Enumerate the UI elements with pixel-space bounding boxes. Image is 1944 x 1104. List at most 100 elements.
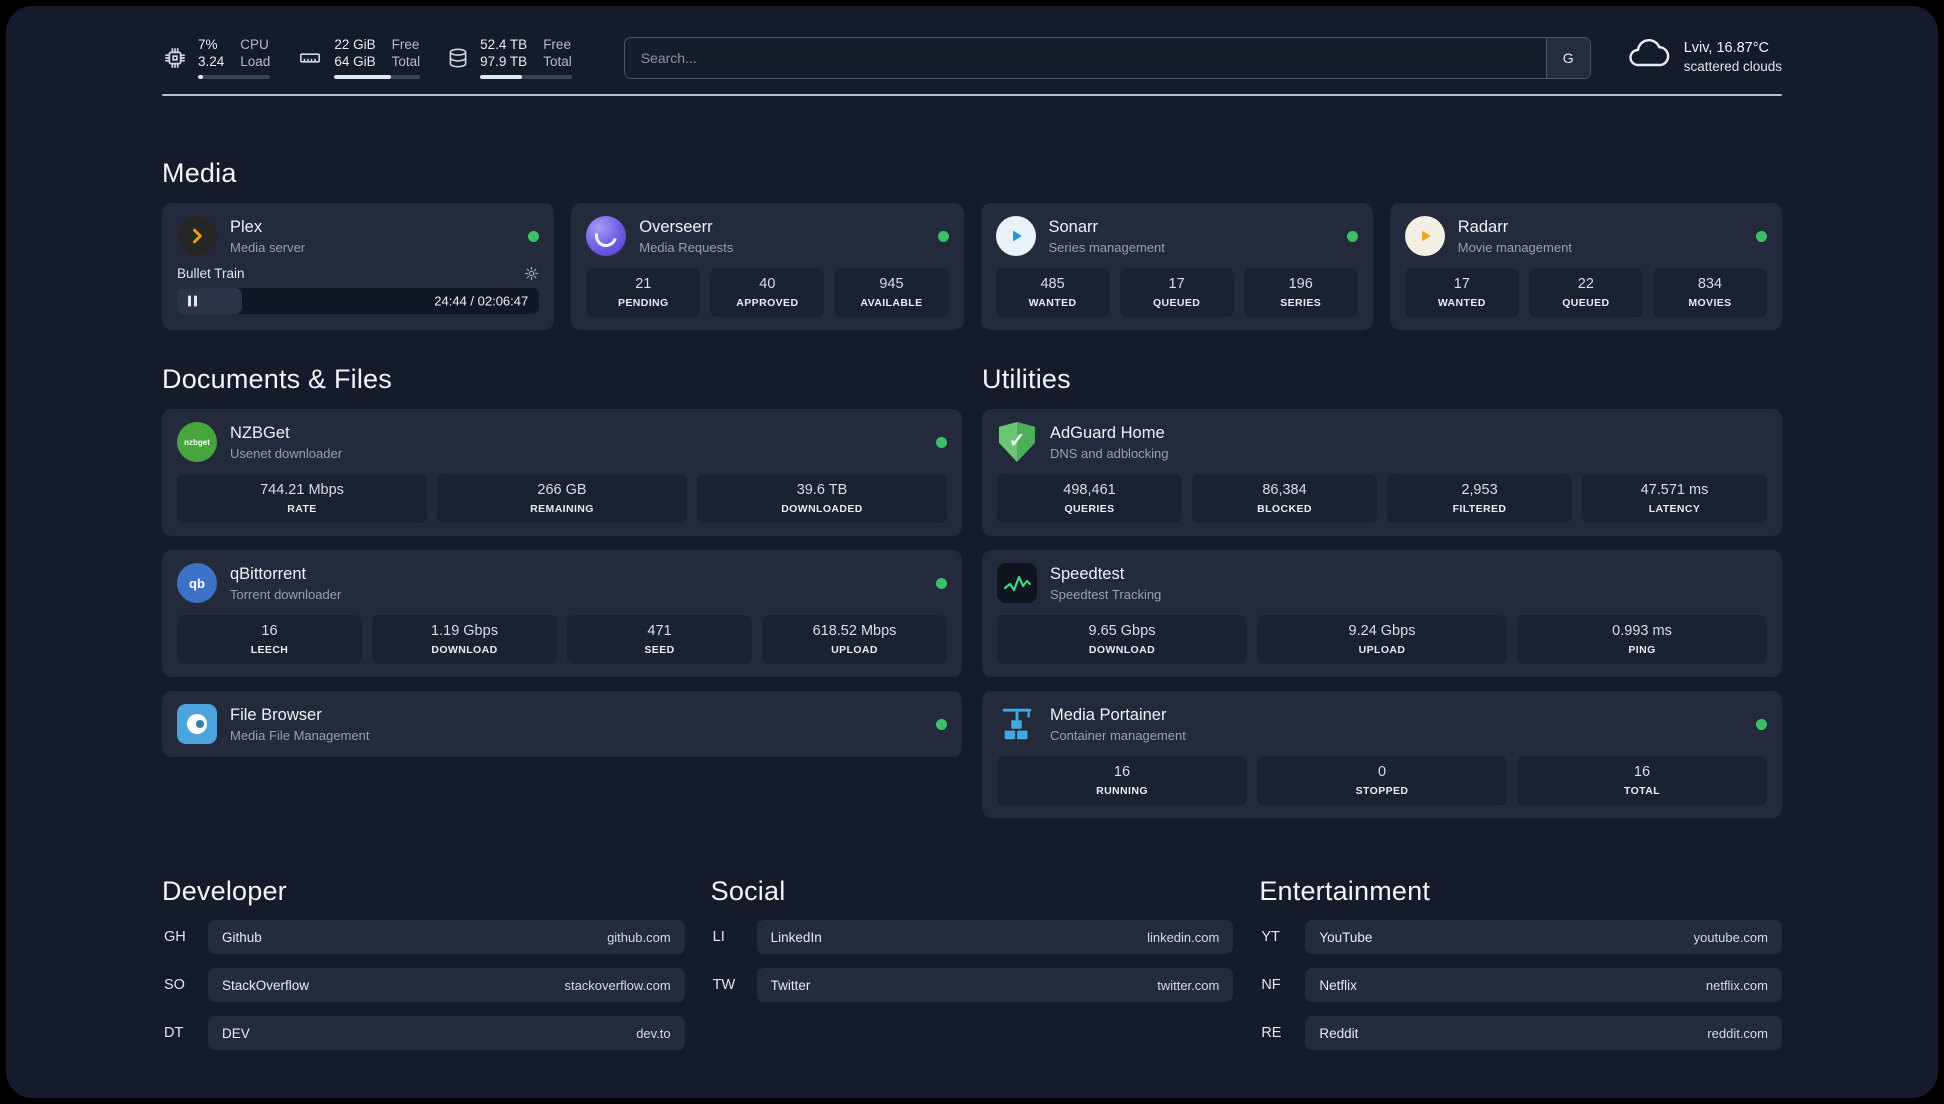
section-title-documents: Documents & Files	[162, 364, 392, 394]
search-bar: G	[623, 36, 1591, 79]
stat-label: WANTED	[1028, 297, 1077, 309]
app-card-overseerr[interactable]: Overseerr Media Requests 21 PENDING 40 A…	[571, 203, 964, 330]
memory-usage-bar	[334, 75, 421, 79]
bookmark-abbrev: NF	[1261, 977, 1281, 993]
app-subtitle: Media File Management	[230, 727, 370, 743]
app-card-adguard[interactable]: ✓ AdGuard Home DNS and adblocking 498,46…	[982, 409, 1782, 536]
bookmark-link-linkedin[interactable]: LinkedIn linkedin.com	[756, 920, 1234, 954]
app-header: Sonarr Series management	[995, 216, 1358, 256]
stat-value: 16	[261, 623, 278, 639]
header-divider	[162, 94, 1782, 96]
bookmark-row: DT DEV dev.to	[162, 1016, 685, 1050]
bookmark-link-youtube[interactable]: YouTube youtube.com	[1305, 920, 1782, 954]
stat-tile: 266 GB REMAINING	[437, 474, 687, 523]
app-card-sonarr[interactable]: Sonarr Series management 485 WANTED 17 Q…	[980, 203, 1373, 330]
radarr-icon	[1404, 216, 1445, 256]
stat-value: 196	[1288, 276, 1313, 292]
app-card-portainer[interactable]: Media Portainer Container management 16 …	[982, 691, 1782, 818]
bookmark-row: GH Github github.com	[162, 920, 685, 954]
bookmark-row: SO StackOverflow stackoverflow.com	[162, 968, 685, 1002]
stats-row: 9.65 Gbps DOWNLOAD 9.24 Gbps UPLOAD 0.99…	[997, 615, 1767, 664]
stat-value: 17	[1168, 276, 1185, 292]
app-card-filebrowser[interactable]: File Browser Media File Management	[162, 691, 962, 757]
now-playing-title: Bullet Train	[177, 266, 245, 281]
stat-label: TOTAL	[1623, 785, 1661, 797]
stat-value: 16	[1633, 764, 1651, 780]
bookmark-row: NF Netflix netflix.com	[1259, 968, 1782, 1002]
stat-label: MOVIES	[1688, 297, 1732, 309]
stats-row: 21 PENDING 40 APPROVED 945 AVAILABLE	[586, 268, 949, 317]
stats-row: 498,461 QUERIES 86,384 BLOCKED 2,953 FIL…	[997, 474, 1767, 523]
top-bar: 7% 3.24 CPU Load	[162, 36, 1782, 79]
status-indicator	[936, 577, 947, 589]
playback-time: 24:44 / 02:06:47	[434, 293, 529, 309]
stat-tile: 47.571 ms LATENCY	[1582, 474, 1767, 523]
stat-value: 744.21 Mbps	[260, 482, 344, 498]
bookmark-link-twitter[interactable]: Twitter twitter.com	[756, 968, 1234, 1002]
app-card-qbittorrent[interactable]: qb qBittorrent Torrent downloader 16	[162, 550, 962, 677]
stat-value: 9.24 Gbps	[1348, 623, 1416, 639]
search-engine-button[interactable]: G	[1545, 37, 1590, 78]
bookmark-name: StackOverflow	[222, 977, 310, 993]
pause-button[interactable]	[188, 295, 197, 307]
stat-tile: 498,461 QUERIES	[997, 474, 1182, 523]
stat-label: SEED	[644, 644, 675, 656]
app-subtitle: Media Requests	[639, 239, 734, 255]
cpu-usage-percent: 7%	[198, 37, 218, 52]
bookmark-abbrev: DT	[164, 1025, 184, 1041]
app-card-nzbget[interactable]: nzbget NZBGet Usenet downloader 744.21 M…	[162, 409, 962, 536]
disk-icon	[446, 45, 470, 71]
stat-value: 21	[635, 276, 652, 292]
stat-tile: 39.6 TB DOWNLOADED	[697, 474, 947, 523]
overseerr-icon	[586, 216, 627, 256]
bookmark-link-dev[interactable]: DEV dev.to	[208, 1016, 685, 1050]
stat-label: UPLOAD	[831, 644, 878, 656]
filebrowser-icon	[177, 704, 217, 744]
section-title-media: Media	[162, 158, 237, 188]
memory-free-label: Free	[391, 37, 420, 52]
disk-free-value: 52.4 TB	[480, 37, 528, 52]
bookmark-link-reddit[interactable]: Reddit reddit.com	[1305, 1016, 1782, 1050]
memory-icon	[296, 46, 324, 70]
bookmark-url: dev.to	[636, 1025, 671, 1041]
stat-value: 485	[1040, 276, 1065, 292]
app-header: nzbget NZBGet Usenet downloader	[177, 422, 947, 462]
cpu-label: CPU	[240, 37, 269, 52]
stat-label: QUEUED	[1562, 297, 1610, 309]
stat-label: FILTERED	[1452, 503, 1507, 515]
bookmark-name: Reddit	[1319, 1025, 1359, 1041]
cpu-load-value: 3.24	[198, 54, 225, 69]
stat-tile: 1.19 Gbps DOWNLOAD	[372, 615, 557, 664]
bookmark-name: YouTube	[1319, 929, 1373, 945]
bookmark-group-developer: Developer GH Github github.com SO StackO…	[162, 876, 685, 1050]
app-card-plex[interactable]: Plex Media server Bullet Train	[162, 203, 555, 330]
bookmark-name: LinkedIn	[770, 929, 822, 945]
bookmark-url: stackoverflow.com	[564, 977, 671, 993]
stat-label: BLOCKED	[1257, 503, 1312, 515]
app-subtitle: Speedtest Tracking	[1050, 586, 1162, 602]
bookmark-name: Twitter	[770, 977, 811, 993]
plex-icon	[177, 216, 217, 256]
app-card-radarr[interactable]: Radarr Movie management 17 WANTED 22 QUE…	[1389, 203, 1782, 330]
status-indicator	[1756, 230, 1767, 242]
status-indicator	[937, 230, 949, 242]
stat-value: 2,953	[1461, 482, 1498, 498]
stat-label: DOWNLOADED	[781, 503, 863, 515]
disk-free-label: Free	[543, 37, 571, 52]
status-indicator	[936, 436, 947, 448]
stat-tile: 485 WANTED	[995, 268, 1110, 317]
search-input[interactable]	[623, 36, 1591, 79]
bookmark-abbrev: SO	[164, 977, 185, 993]
bookmark-link-github[interactable]: Github github.com	[208, 920, 685, 954]
app-card-speedtest[interactable]: Speedtest Speedtest Tracking 9.65 Gbps D…	[982, 550, 1782, 677]
settings-gear-icon[interactable]	[524, 266, 539, 281]
weather-widget: Lviv, 16.87°C scattered clouds	[1625, 38, 1782, 76]
playback-progress-fill	[177, 288, 243, 314]
bookmark-link-netflix[interactable]: Netflix netflix.com	[1305, 968, 1782, 1002]
bookmark-link-stackoverflow[interactable]: StackOverflow stackoverflow.com	[208, 968, 685, 1002]
stat-value: 498,461	[1063, 482, 1116, 498]
stat-tile: 2,953 FILTERED	[1387, 474, 1572, 523]
app-name: File Browser	[230, 705, 322, 724]
stat-tile: 86,384 BLOCKED	[1192, 474, 1377, 523]
bookmark-url: github.com	[607, 929, 671, 945]
